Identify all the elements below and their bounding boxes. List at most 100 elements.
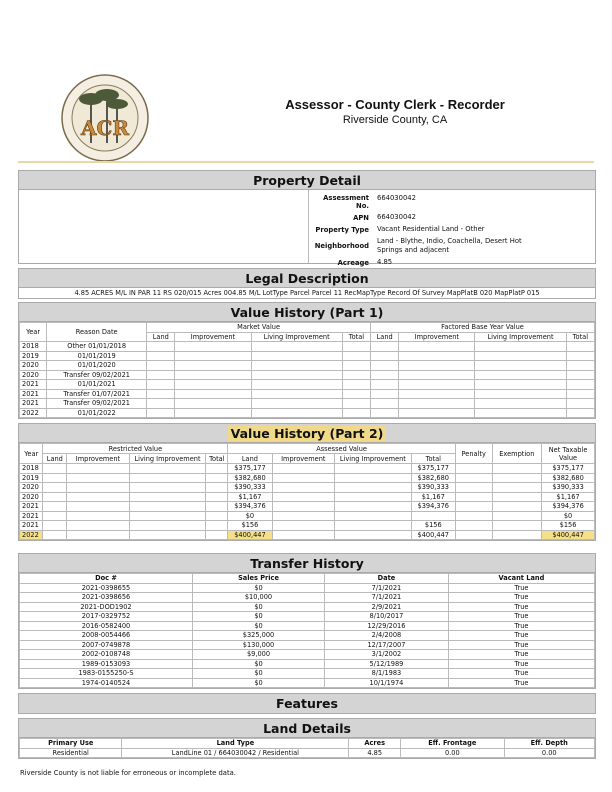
- disclaimer: Riverside County is not liable for erron…: [20, 769, 236, 777]
- exemption-cell: [491, 482, 543, 493]
- table-cell: True: [447, 639, 596, 650]
- value-cell: [146, 341, 176, 352]
- restricted-cell: [205, 501, 229, 512]
- restricted-cell: [66, 472, 130, 483]
- table-row: 2020 Transfer 09/02/2021: [18, 369, 596, 380]
- table-cell: 2002-0108748: [19, 649, 193, 660]
- subcol-header: Living Improvement: [128, 453, 207, 464]
- assessed-land-cell: $375,177: [227, 463, 273, 474]
- year-cell: 2021: [18, 379, 48, 390]
- year-cell: 2018: [18, 341, 48, 352]
- value-cell: [565, 360, 596, 371]
- value-cell: [146, 360, 176, 371]
- value-cell: [474, 388, 567, 399]
- exemption-cell: [491, 520, 543, 531]
- value-cell: [341, 360, 372, 371]
- table-row: 2018 $375,177 $375,177 $375,177: [18, 463, 595, 474]
- restricted-cell: [42, 463, 68, 474]
- restricted-cell: [66, 520, 130, 531]
- field-label: Property Type: [315, 225, 369, 234]
- value-cell: [370, 407, 400, 418]
- table-cell: $9,000: [191, 649, 326, 660]
- value-cell: [398, 398, 476, 409]
- table-cell: True: [447, 649, 596, 660]
- restricted-cell: [128, 501, 207, 512]
- col-net-taxable: Net Taxable Value: [541, 443, 595, 464]
- year-cell: 2021: [18, 398, 48, 409]
- restricted-cell: [42, 482, 68, 493]
- group-factored-base-year: Factored Base Year Value: [370, 322, 595, 333]
- value-cell: [565, 350, 596, 361]
- penalty-cell: [454, 482, 493, 493]
- assessed-living-cell: [334, 463, 412, 474]
- value-cell: [565, 369, 596, 380]
- column-header: Eff. Frontage: [400, 738, 505, 749]
- field-label: Neighborhood: [314, 242, 369, 250]
- reason-date-cell: 01/01/2022: [46, 407, 148, 418]
- value-cell: [474, 407, 567, 418]
- year-cell: 2019: [18, 472, 44, 483]
- assessed-improvement-cell: [271, 520, 336, 531]
- table-row: 2019 $382,680 $382,680 $382,680: [18, 472, 595, 483]
- table-cell: True: [447, 677, 596, 688]
- reason-date-cell: 01/01/2021: [46, 379, 148, 390]
- penalty-cell: [454, 520, 493, 531]
- table-row: 2021 01/01/2021: [18, 379, 596, 390]
- value-cell: [146, 398, 176, 409]
- assessed-improvement-cell: [271, 510, 336, 521]
- table-row: 1974-0140524 $0 10/1/1974 True: [19, 677, 596, 688]
- assessed-land-cell: $156: [227, 520, 273, 531]
- value-cell: [174, 341, 252, 352]
- column-header: Acres: [348, 738, 402, 749]
- transfer-history-section: Transfer History Doc # Sales Price Date Vac…: [18, 553, 596, 689]
- assessed-total-cell: $382,680: [410, 472, 456, 483]
- restricted-cell: [42, 501, 68, 512]
- field-row: APN 664030042: [309, 213, 595, 222]
- table-cell: $0: [191, 658, 326, 669]
- table-row: 2020 01/01/2020: [18, 360, 596, 371]
- col-penalty: Penalty: [454, 443, 493, 464]
- subcol-header: Land: [370, 331, 400, 342]
- year-cell: 2021: [18, 388, 48, 399]
- year-cell: 2020: [18, 369, 48, 380]
- reason-date-cell: Transfer 09/02/2021: [46, 398, 148, 409]
- table-cell: $130,000: [191, 639, 326, 650]
- value-cell: [474, 398, 567, 409]
- value-cell: [565, 379, 596, 390]
- table-row: 2019 01/01/2019: [18, 350, 596, 361]
- table-cell: 7/1/2021: [324, 582, 449, 593]
- subcol-header: Improvement: [398, 331, 476, 342]
- table-cell: LandLine 01 / 664030042 / Residential: [121, 747, 350, 758]
- table-cell: 2016-0582400: [19, 620, 193, 631]
- assessed-improvement-cell: [271, 529, 336, 540]
- year-cell: 2022: [18, 529, 44, 540]
- assessed-improvement-cell: [271, 482, 336, 493]
- value-cell: [398, 388, 476, 399]
- table-cell: 4.85: [348, 747, 402, 758]
- year-cell: 2021: [18, 501, 44, 512]
- restricted-cell: [66, 482, 130, 493]
- table-cell: $0: [191, 620, 326, 631]
- value-cell: [474, 369, 567, 380]
- table-row: 1989-0153093 $0 5/12/1989 True: [19, 658, 596, 669]
- table-cell: True: [447, 582, 596, 593]
- table-cell: $0: [191, 668, 326, 679]
- table-row: 2002-0108748 $9,000 3/1/2002 True: [19, 649, 596, 660]
- exemption-cell: [491, 491, 543, 502]
- value-cell: [250, 398, 343, 409]
- value-cell: [174, 379, 252, 390]
- assessed-living-cell: [334, 482, 412, 493]
- value-cell: [565, 398, 596, 409]
- value-cell: [174, 360, 252, 371]
- year-cell: 2020: [18, 482, 44, 493]
- value-cell: [565, 407, 596, 418]
- table-cell: 1989-0153093: [19, 658, 193, 669]
- field-row: Acreage 4.85: [309, 258, 595, 267]
- table-row: 2021 Transfer 09/02/2021: [18, 398, 596, 409]
- value-cell: [370, 398, 400, 409]
- field-label: Acreage: [337, 258, 369, 267]
- restricted-cell: [66, 529, 130, 540]
- assessed-total-cell: $1,167: [410, 491, 456, 502]
- value-cell: [174, 407, 252, 418]
- subcol-header: Improvement: [66, 453, 130, 464]
